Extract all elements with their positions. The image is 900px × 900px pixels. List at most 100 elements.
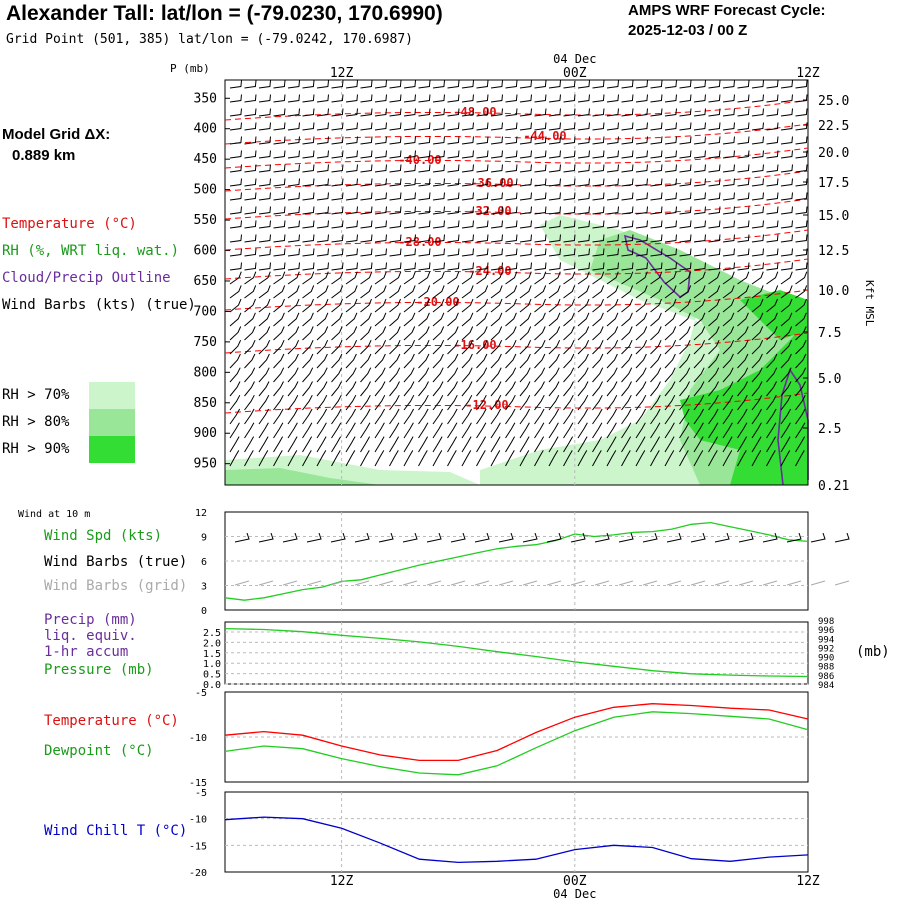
wind-barb — [693, 150, 706, 159]
wind-barb — [621, 136, 634, 145]
wind-barb — [273, 408, 284, 425]
wind-barb — [389, 285, 402, 299]
wind-barb — [722, 178, 735, 187]
wind-barb — [708, 94, 721, 103]
wind-barb — [273, 248, 286, 257]
wind-barb — [606, 164, 619, 173]
wind-barb — [592, 80, 605, 89]
wind-barb — [664, 339, 677, 355]
wind-barb — [360, 262, 373, 271]
wind-barb — [635, 285, 648, 299]
wind-barb — [577, 339, 590, 355]
wind-barb — [360, 353, 372, 369]
wind-barb — [389, 271, 402, 285]
wind-barb — [258, 136, 271, 145]
wind-barb — [795, 150, 808, 159]
wind-barb — [447, 312, 459, 327]
wind-barb — [258, 367, 270, 383]
wind-barb — [244, 234, 257, 243]
wind-barb — [708, 122, 721, 131]
wind-barb — [389, 178, 402, 187]
wind-barb — [679, 206, 692, 215]
wind-barb — [563, 298, 575, 313]
wind-barb — [505, 367, 517, 383]
wind-barb — [447, 436, 458, 453]
wind-barb — [766, 367, 778, 383]
wind-barb — [360, 150, 373, 159]
wind-barb — [316, 450, 327, 467]
wind-barb — [679, 248, 692, 257]
wind-barb — [374, 326, 387, 341]
wind-barb — [505, 80, 518, 89]
wind-barb — [534, 164, 547, 173]
wind-barb — [693, 353, 705, 369]
wind-barb — [287, 394, 299, 411]
wind-barb — [679, 298, 691, 313]
wind-barb — [679, 271, 692, 285]
wind-barb — [229, 178, 242, 187]
wind-barb — [766, 285, 779, 299]
wind-barb — [447, 234, 460, 243]
wind-barb — [780, 450, 791, 467]
wind-barb — [331, 312, 343, 327]
wind-barb — [273, 326, 285, 341]
wind-barb — [664, 285, 677, 299]
wind-barb — [737, 108, 750, 117]
pressure-tick-label: 988 — [818, 663, 834, 673]
wind-barb — [795, 178, 808, 187]
wind-barb — [229, 339, 242, 355]
forecast-cycle-label: AMPS WRF Forecast Cycle: — [628, 2, 826, 19]
wind-barb — [650, 408, 661, 425]
wind-barb — [360, 422, 371, 439]
pressure-tick-label: 984 — [818, 681, 834, 691]
wind-barb — [577, 234, 590, 243]
wind-barb — [737, 234, 750, 243]
wind-barb — [548, 248, 561, 257]
wind-barb — [737, 122, 750, 131]
wind-barb — [360, 178, 373, 187]
wind-barb — [389, 436, 400, 453]
wind-barb — [650, 271, 663, 285]
wind-barb — [708, 234, 721, 243]
wind-barb — [345, 178, 358, 187]
wind-barb — [374, 192, 387, 201]
wind-barb — [635, 94, 648, 103]
wind-barb — [563, 381, 574, 397]
wind-barb — [737, 339, 749, 355]
surface-wind-barb — [354, 532, 370, 543]
wind-barb — [606, 220, 619, 229]
wind-barb — [519, 150, 532, 159]
wind-barb — [679, 394, 690, 411]
wind-barb — [751, 408, 763, 425]
wind-barb — [635, 234, 648, 243]
pressure-line — [224, 627, 809, 678]
surface-wind-barb — [450, 532, 466, 543]
height-tick-label: 17.5 — [818, 176, 849, 191]
wind-barb — [592, 312, 604, 327]
wind-barb — [374, 94, 387, 103]
isotherm-label: -36.00 — [470, 176, 513, 190]
wind-barb — [693, 298, 706, 313]
precip-label: Precip (mm) — [44, 612, 137, 628]
wind-barb — [766, 450, 776, 467]
wind-barb — [418, 136, 431, 145]
wind-barb — [780, 339, 793, 355]
isotherm-line — [224, 147, 809, 169]
wind-barb — [664, 422, 675, 439]
wind-barb — [650, 94, 663, 103]
wind-barb — [418, 94, 431, 103]
wind-barb — [476, 271, 489, 285]
grid-point-subtitle: Grid Point (501, 385) lat/lon = (-79.024… — [6, 32, 413, 47]
wind-barb — [244, 436, 255, 453]
wind-barb — [331, 206, 344, 215]
wind-barb — [737, 150, 750, 159]
wind-barb — [635, 436, 646, 453]
wind-barb — [795, 136, 808, 145]
wind-barb — [534, 394, 545, 411]
wind-barb — [316, 262, 329, 271]
wind-barb — [751, 381, 763, 397]
wind-barb — [766, 178, 779, 187]
wind-barb — [606, 94, 619, 103]
wind-barb — [490, 248, 503, 257]
wind-barb — [316, 422, 327, 439]
